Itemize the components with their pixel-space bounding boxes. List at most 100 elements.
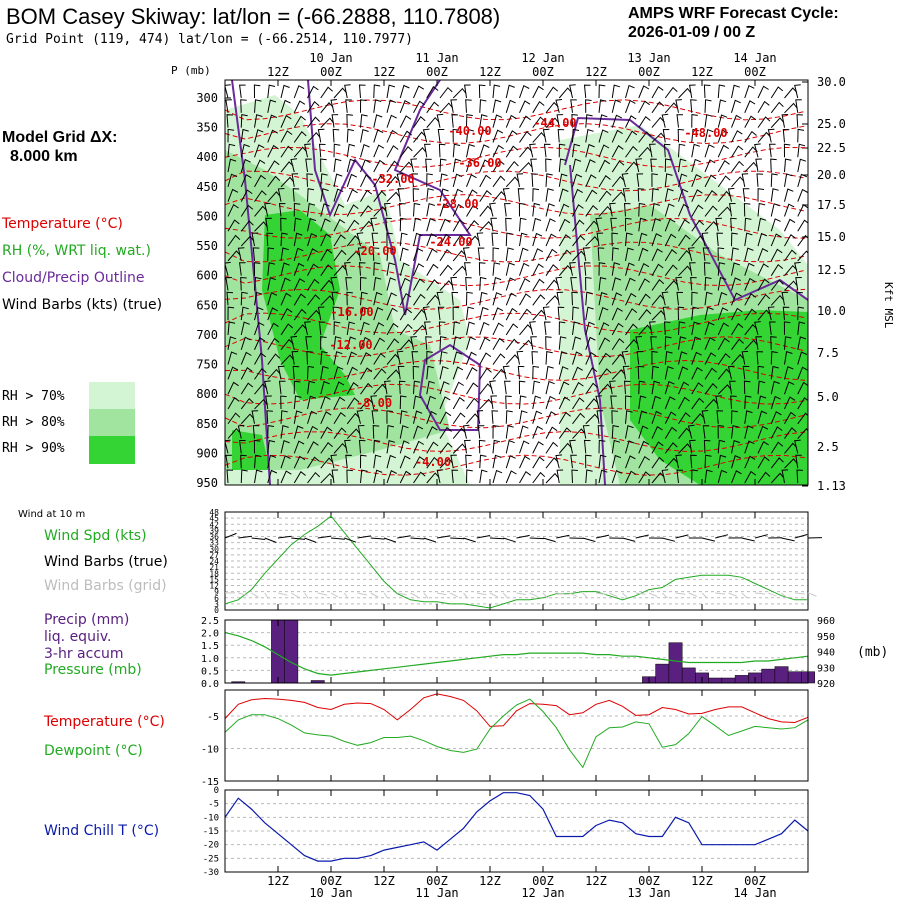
wind-barb: [598, 144, 610, 158]
wind-barb: [307, 278, 320, 291]
wind-barb: [651, 248, 663, 262]
wind-barb: [689, 439, 696, 454]
wind-barb: [651, 202, 661, 217]
wind-barb: [452, 128, 460, 143]
wind-barb: [239, 440, 246, 454]
wind-barb: [307, 202, 316, 217]
wind-barb: [678, 143, 686, 158]
wind-barb: [345, 277, 352, 291]
wind-barb: [532, 116, 546, 128]
wind-barb: [687, 247, 695, 262]
wind-barb: [505, 232, 513, 247]
wind-barb: [731, 470, 742, 484]
wind-barb: [330, 99, 337, 113]
wind-barb: [611, 454, 622, 469]
wind-barb: [254, 337, 266, 350]
wind-barb: [625, 292, 637, 306]
windchill-tick-label: -10: [203, 813, 219, 823]
wind-barb: [795, 277, 802, 291]
wind-barb: [757, 425, 769, 439]
legend-wind-barbs: Wind Barbs (kts) (true): [2, 297, 163, 313]
wind-barb: [254, 159, 266, 173]
wind-barb: [651, 233, 662, 247]
wind-barb: [439, 249, 452, 262]
wind-barb: [545, 441, 559, 454]
wind-barb: [492, 368, 506, 380]
wind-barb: [227, 366, 239, 380]
wind-barb: [532, 85, 544, 99]
wind-barb: [741, 173, 749, 187]
wind-barb: [638, 395, 647, 410]
wind-barb: [664, 233, 677, 247]
wind-barb: [492, 144, 504, 158]
wind-barb: [704, 159, 716, 173]
wind-barb-grid: [264, 592, 269, 599]
wind-barb: [570, 99, 577, 113]
wind-barb: [701, 232, 709, 247]
wind-barb: [625, 84, 635, 99]
wind-barb: [664, 249, 678, 262]
wind-barb: [598, 439, 606, 454]
wind-barb: [678, 396, 690, 410]
wind-barb: [532, 217, 542, 232]
wind-barb: [638, 309, 652, 321]
wind-barb: [545, 101, 559, 114]
wind-barb-true: [463, 537, 476, 543]
wind-barb: [757, 116, 771, 128]
wind-barb: [280, 425, 289, 439]
wind-barb: [704, 129, 714, 143]
wind-barb: [530, 336, 537, 350]
rh70-swatch: [89, 382, 135, 409]
wind-barb: [770, 411, 782, 424]
wind-barb: [227, 306, 235, 321]
wind-barb: [307, 425, 318, 439]
wind-barb: [678, 412, 691, 425]
wind-barb: [664, 411, 677, 424]
wind-barb-true: [662, 537, 676, 542]
wind-barb: [598, 262, 606, 276]
wind-barb: [479, 367, 492, 380]
wind-barb-grid: [330, 592, 339, 598]
wind-barb: [757, 188, 765, 202]
wind-barb: [320, 472, 334, 484]
wind-barb: [744, 455, 756, 469]
wind-barb: [638, 115, 651, 128]
wind-tick-label: 39: [209, 526, 219, 535]
wind-barb: [267, 469, 278, 484]
wind-barb: [293, 395, 302, 410]
wind-barb: [558, 218, 571, 232]
wind-barb: [280, 247, 289, 261]
wind-barb: [571, 469, 578, 484]
label-wind-speed: Wind Spd (kts): [44, 528, 147, 544]
wind-barb: [797, 188, 808, 202]
wind-barb: [611, 322, 624, 336]
temperature-contour-label: -24.00: [429, 235, 472, 249]
wind-barb: [399, 292, 412, 306]
wind-barb: [717, 439, 726, 454]
wind-barb-grid: [397, 592, 407, 596]
wind-barb: [797, 366, 808, 380]
wind-barb-grid: [569, 592, 578, 598]
wind-barb: [690, 454, 697, 469]
wind-barb: [264, 202, 271, 217]
wind-barb: [638, 100, 650, 114]
wind-barb: [491, 410, 499, 424]
wind-barb-grid: [290, 592, 299, 598]
windchill-tick-label: -20: [203, 841, 219, 851]
wind-barb: [519, 247, 529, 262]
wind-barb: [502, 365, 510, 380]
wind-barb: [704, 189, 717, 202]
wind-barb: [638, 293, 651, 306]
wind-barb: [731, 262, 740, 276]
label-precip: Precip (mm) liq. equiv. 3-hr accum: [44, 612, 129, 663]
wind-barb: [426, 233, 437, 247]
wind-barb: [783, 143, 791, 158]
wind-barb: [797, 158, 807, 173]
height-tick-label: 17.5: [817, 198, 846, 212]
wind-barb: [346, 366, 358, 380]
wind-barb: [426, 86, 439, 99]
wind-barb: [307, 217, 317, 232]
wind-barb: [572, 428, 586, 439]
wind-barb: [585, 413, 599, 425]
wind-barb: [386, 424, 395, 439]
